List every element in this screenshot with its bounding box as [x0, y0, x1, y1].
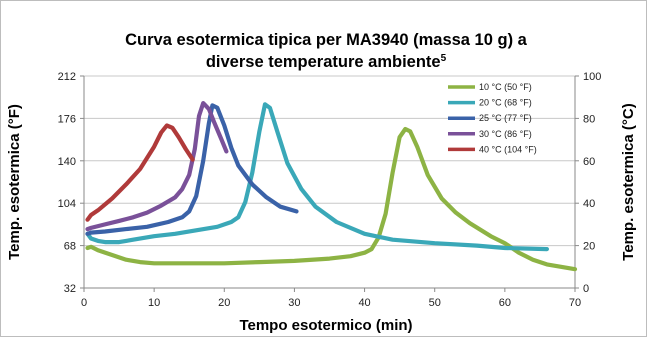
y-left-tick-label: 176 [58, 113, 76, 125]
y-right-tick-label: 80 [583, 113, 595, 125]
x-tick-label: 0 [81, 297, 87, 309]
y-right-tick-label: 100 [583, 71, 601, 83]
series-line [85, 126, 578, 272]
y-right-tick-label: 0 [583, 283, 589, 295]
series-line [85, 101, 229, 232]
legend-label: 30 °C (86 °F) [479, 129, 532, 139]
y-right-tick-label: 60 [583, 156, 595, 168]
series-line [85, 103, 299, 236]
legend-label: 10 °C (50 °F) [479, 82, 532, 92]
legend-label: 25 °C (77 °F) [479, 113, 532, 123]
chart-title-superscript: 5 [441, 53, 447, 64]
y-left-tick-label: 212 [58, 71, 76, 83]
legend-label: 20 °C (68 °F) [479, 98, 532, 108]
y-axis-right-title: Temp. esotermica (°C) [620, 103, 637, 260]
chart-title-line2-text: diverse temperature ambiente [206, 53, 441, 71]
series-line [85, 123, 195, 222]
series-group [85, 101, 578, 272]
x-tick-label: 60 [499, 297, 511, 309]
x-axis-title: Tempo esotermico (min) [239, 317, 412, 334]
chart-title-line1: Curva esotermica tipica per MA3940 (mass… [125, 31, 528, 49]
y-right-tick-label: 40 [583, 198, 595, 210]
y-left-tick-label: 68 [64, 241, 76, 253]
y-left-tick-label: 104 [58, 198, 76, 210]
series-line [85, 102, 549, 252]
axes: 32 68 104 140 176 212 0 20 40 60 80 100 0 10 20 30 40 50 6… [58, 71, 602, 309]
y-left-tick-label: 32 [64, 283, 76, 295]
chart-title-line2: diverse temperature ambiente5 [206, 53, 447, 71]
x-tick-label: 70 [569, 297, 581, 309]
legend: 10 °C (50 °F) 20 °C (68 °F) 25 °C (77 °F) 3… [448, 82, 537, 154]
legend-label: 40 °C (104 °F) [479, 144, 537, 154]
y-axis-left-title: Temp. esotermica (°F) [6, 104, 23, 260]
x-tick-label: 30 [288, 297, 300, 309]
y-left-tick-label: 140 [58, 156, 76, 168]
x-tick-label: 40 [358, 297, 370, 309]
x-tick-label: 20 [218, 297, 230, 309]
y-right-tick-label: 20 [583, 241, 595, 253]
x-tick-label: 50 [429, 297, 441, 309]
x-tick-label: 10 [148, 297, 160, 309]
